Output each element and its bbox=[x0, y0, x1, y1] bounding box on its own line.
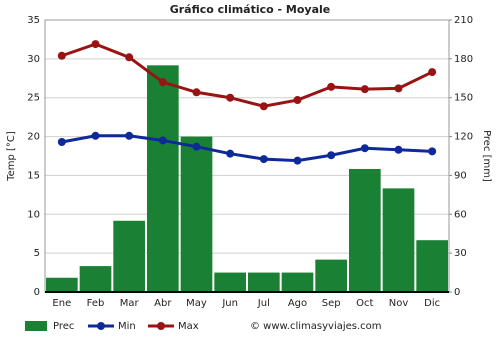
point bbox=[259, 155, 268, 164]
point bbox=[428, 68, 437, 77]
bar bbox=[315, 259, 347, 292]
legend-label: Prec bbox=[53, 321, 74, 332]
x-tick-label: Abr bbox=[154, 298, 172, 309]
y-tick-label: 15 bbox=[27, 170, 40, 181]
chart-title: Gráfico climático - Moyale bbox=[170, 3, 331, 16]
x-tick-label: Mar bbox=[120, 298, 140, 309]
bar bbox=[416, 240, 448, 292]
bar bbox=[281, 272, 314, 292]
x-tick-label: Jul bbox=[257, 298, 270, 309]
source: © www.climasyviajes.com bbox=[250, 321, 382, 332]
point bbox=[192, 142, 201, 151]
x-tick-label: Ene bbox=[52, 298, 71, 309]
y2-tick-label: 150 bbox=[454, 93, 473, 104]
y-tick-label: 25 bbox=[27, 93, 40, 104]
point bbox=[226, 149, 235, 158]
y2-tick-label: 0 bbox=[454, 287, 460, 298]
y-tick-label: 30 bbox=[27, 54, 40, 65]
y2-tick-label: 30 bbox=[454, 248, 467, 259]
y2-axis-label: Prec [mm] bbox=[481, 130, 492, 182]
bar bbox=[79, 266, 112, 292]
point bbox=[192, 88, 201, 97]
y-tick-label: 10 bbox=[27, 209, 40, 220]
point bbox=[293, 156, 302, 165]
line bbox=[61, 42, 433, 108]
point bbox=[394, 84, 403, 93]
x-tick-label: Oct bbox=[356, 298, 373, 309]
line bbox=[61, 134, 433, 163]
y2-tick-label: 60 bbox=[454, 209, 467, 220]
point bbox=[360, 85, 369, 94]
bar bbox=[113, 220, 145, 292]
x-tick-label: Ago bbox=[288, 298, 307, 309]
bar bbox=[248, 272, 280, 292]
point bbox=[259, 102, 268, 111]
x-tick-label: Dic bbox=[424, 298, 440, 309]
point bbox=[428, 147, 437, 156]
bar bbox=[214, 272, 246, 292]
point bbox=[57, 138, 66, 147]
point bbox=[293, 96, 302, 105]
legend-swatch bbox=[97, 322, 105, 330]
point bbox=[57, 51, 66, 60]
point bbox=[91, 40, 100, 49]
point bbox=[226, 93, 235, 102]
point bbox=[91, 131, 100, 140]
legend-label: Max bbox=[178, 321, 199, 332]
y-tick-label: 35 bbox=[27, 15, 40, 26]
point bbox=[394, 145, 403, 154]
point bbox=[327, 82, 336, 91]
bar bbox=[46, 277, 78, 292]
y-tick-label: 20 bbox=[27, 132, 40, 143]
point bbox=[125, 53, 134, 62]
bar bbox=[349, 168, 381, 292]
point bbox=[158, 78, 167, 87]
y-tick-label: 5 bbox=[34, 248, 40, 259]
point bbox=[360, 144, 369, 153]
x-tick-label: Feb bbox=[87, 298, 105, 309]
x-tick-label: Nov bbox=[389, 298, 409, 309]
legend-label: Min bbox=[118, 321, 136, 332]
y2-tick-label: 210 bbox=[454, 15, 473, 26]
point bbox=[125, 131, 134, 140]
x-tick-label: Sep bbox=[322, 298, 341, 309]
bar bbox=[382, 188, 415, 292]
bar bbox=[147, 65, 179, 292]
point bbox=[327, 151, 336, 160]
x-tick-label: Jun bbox=[221, 298, 238, 309]
point bbox=[158, 136, 167, 145]
x-tick-label: May bbox=[186, 298, 207, 309]
y-axis-label: Temp [°C] bbox=[6, 131, 17, 182]
y2-tick-label: 120 bbox=[454, 132, 473, 143]
legend-swatch bbox=[25, 321, 47, 331]
y-tick-label: 0 bbox=[34, 287, 40, 298]
y2-tick-label: 90 bbox=[454, 170, 467, 181]
legend-swatch bbox=[157, 322, 165, 330]
y2-tick-label: 180 bbox=[454, 54, 473, 65]
bar bbox=[180, 136, 213, 292]
